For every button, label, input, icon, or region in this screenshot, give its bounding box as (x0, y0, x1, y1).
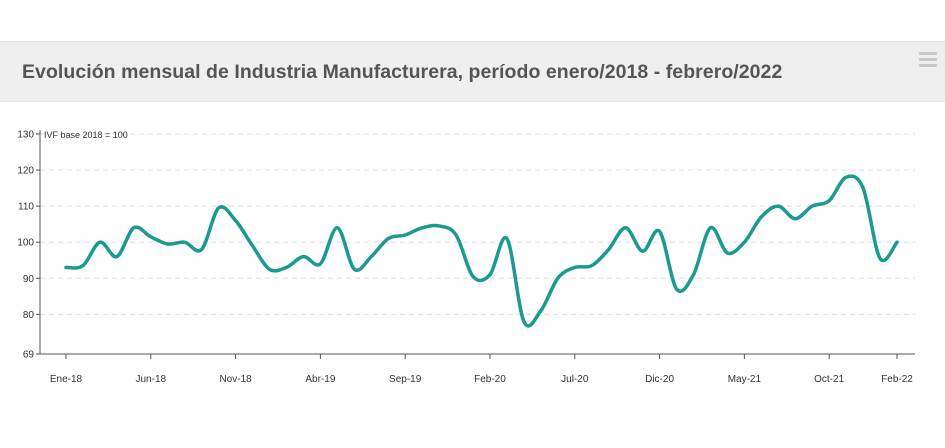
x-tick-label-jul-20: Jul-20 (561, 374, 589, 385)
series-line (64, 174, 899, 328)
x-tick-label-feb-20: Feb-20 (474, 374, 506, 385)
chart-title: Evolución mensual de Industria Manufactu… (22, 61, 783, 83)
x-tick-label-oct-21: Oct-21 (814, 374, 844, 385)
x-tick-label-sep-19: Sep-19 (389, 374, 422, 385)
y-tick-label-90: 90 (23, 274, 35, 285)
y-tick-label-69: 69 (23, 350, 35, 361)
x-tick-label-ene-18: Ene-18 (50, 374, 83, 385)
x-tick-label-nov-18: Nov-18 (219, 374, 252, 385)
chart-header: Evolución mensual de Industria Manufactu… (0, 41, 945, 102)
x-tick-label-dic-20: Dic-20 (645, 374, 674, 385)
y-tick-label-80: 80 (23, 310, 35, 321)
y-tick-label-100: 100 (17, 238, 34, 249)
line-chart: 69 80 90 100 110 120 130 IVF base 2018 = 100 Ene… (17, 130, 915, 385)
hamburger-menu-icon[interactable] (919, 52, 937, 68)
x-tick-label-abr-19: Abr-19 (305, 374, 335, 385)
x-tick-label-may-21: May-21 (728, 374, 762, 385)
y-tick-label-120: 120 (17, 166, 34, 177)
y-tick-label-130: 130 (17, 130, 34, 141)
x-tick-label-feb-22: Feb-22 (881, 374, 913, 385)
x-tick-label-jun-18: Jun-18 (136, 374, 167, 385)
y-tick-label-110: 110 (18, 202, 34, 213)
y-axis-unit-label: IVF base 2018 = 100 (44, 130, 128, 140)
